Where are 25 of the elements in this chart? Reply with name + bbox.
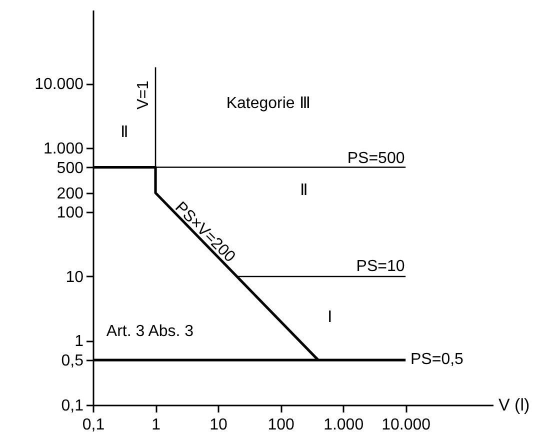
y-tick-label: 0,1 xyxy=(61,398,84,414)
y-tick-label: 200 xyxy=(56,185,84,202)
annotation: Kategorie Ⅲ xyxy=(226,95,310,112)
y-tick-label: 10 xyxy=(66,268,84,286)
x-tick-label: 10.000 xyxy=(382,416,431,434)
annotation: PS=10 xyxy=(356,258,405,275)
annotation: Ⅱ xyxy=(300,182,308,199)
x-tick-label: 1.000 xyxy=(324,416,364,434)
y-tick-label: 0,5 xyxy=(61,352,84,370)
y-tick-label: 1 xyxy=(74,333,84,350)
x-tick-label: 0,1 xyxy=(82,416,105,434)
annotation: Ⅱ xyxy=(120,124,129,141)
x-tick-label: 1 xyxy=(152,416,161,434)
x-tick-label: 10 xyxy=(210,416,228,434)
annotation: Ⅰ xyxy=(327,309,332,326)
x-axis-title: V (l) xyxy=(498,396,530,414)
x-tick-label: 100 xyxy=(268,416,295,434)
annotation: V=1 xyxy=(134,80,152,110)
y-tick-label: 100 xyxy=(56,204,84,222)
annotation: PS=0,5 xyxy=(410,351,464,368)
y-tick-label: 1.000 xyxy=(43,140,84,158)
annotation: PS=500 xyxy=(347,150,405,167)
y-tick-label: 500 xyxy=(56,160,84,177)
annotation: Art. 3 Abs. 3 xyxy=(106,323,194,340)
y-tick-label: 10.000 xyxy=(34,76,84,94)
